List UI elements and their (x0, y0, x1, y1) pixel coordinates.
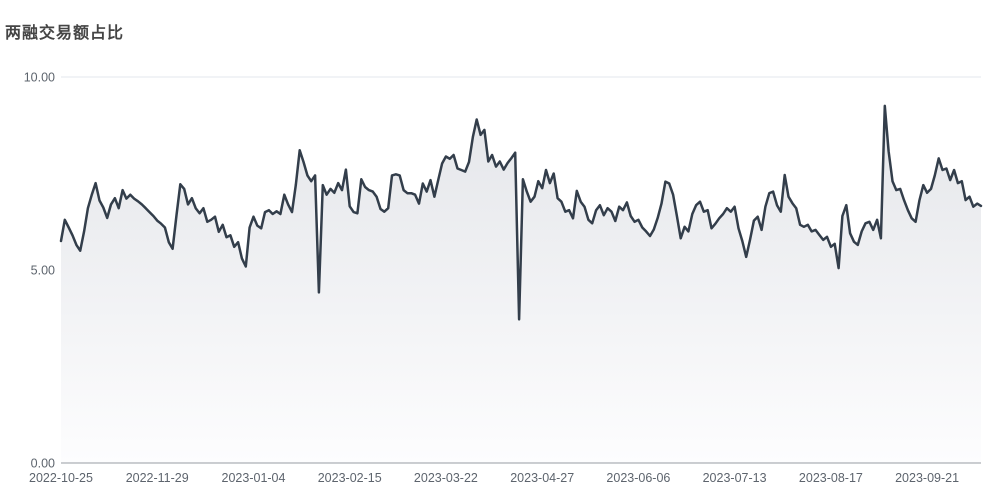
x-axis-tick-label: 2023-02-15 (318, 471, 382, 485)
x-axis-tick-label: 2023-07-13 (703, 471, 767, 485)
x-axis-tick-label: 2022-10-25 (29, 471, 93, 485)
chart-title: 两融交易额占比 (5, 25, 125, 42)
x-axis-tick-label: 2023-09-21 (895, 471, 959, 485)
series-line (59, 104, 983, 321)
x-axis-tick-label: 2022-11-29 (126, 471, 189, 485)
y-axis-tick-label: 0.00 (31, 457, 55, 471)
x-axis-tick-label: 2023-06-06 (606, 471, 670, 485)
y-axis-tick-label: 10.00 (24, 71, 55, 85)
y-axis-labels: 0.00 5.00 10.00 (24, 71, 55, 471)
x-axis-tick-label: 2023-03-22 (414, 471, 478, 485)
x-axis-tick-label: 2023-08-17 (799, 471, 863, 485)
x-axis-labels: 2022-10-25 2022-11-29 2023-01-04 2023-02-15… (29, 471, 959, 485)
y-axis-tick-label: 5.00 (31, 264, 55, 278)
x-axis-tick-label: 2023-04-27 (510, 471, 574, 485)
x-axis-tick-label: 2023-01-04 (222, 471, 286, 485)
